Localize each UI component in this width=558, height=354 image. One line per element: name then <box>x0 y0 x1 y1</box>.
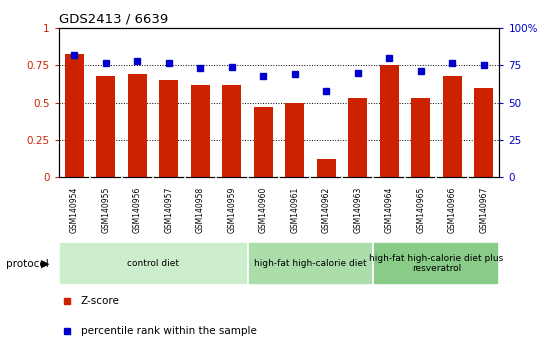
Text: GSM140964: GSM140964 <box>384 187 394 233</box>
Text: GSM140955: GSM140955 <box>102 187 110 233</box>
Bar <box>248 242 373 285</box>
Text: GSM140966: GSM140966 <box>448 187 456 233</box>
Bar <box>222 85 241 177</box>
Text: Z-score: Z-score <box>80 296 119 306</box>
Text: GSM140954: GSM140954 <box>70 187 79 233</box>
Bar <box>474 88 493 177</box>
Bar <box>191 85 210 177</box>
Bar <box>59 242 248 285</box>
Text: GSM140956: GSM140956 <box>133 187 142 233</box>
Text: GSM140967: GSM140967 <box>479 187 488 233</box>
Text: GSM140962: GSM140962 <box>322 187 331 233</box>
Text: GSM140965: GSM140965 <box>416 187 425 233</box>
Bar <box>160 80 178 177</box>
Bar <box>97 76 116 177</box>
Bar <box>348 98 367 177</box>
Text: high-fat high-calorie diet: high-fat high-calorie diet <box>254 259 367 268</box>
Bar <box>373 242 499 285</box>
Bar <box>285 103 304 177</box>
Text: control diet: control diet <box>127 259 179 268</box>
Text: GSM140957: GSM140957 <box>164 187 174 233</box>
Text: GSM140958: GSM140958 <box>196 187 205 233</box>
Text: percentile rank within the sample: percentile rank within the sample <box>80 326 257 336</box>
Bar <box>380 65 398 177</box>
Text: protocol: protocol <box>6 259 49 269</box>
Bar <box>317 159 336 177</box>
Text: GSM140961: GSM140961 <box>290 187 299 233</box>
Text: GDS2413 / 6639: GDS2413 / 6639 <box>59 13 168 26</box>
Bar <box>442 76 461 177</box>
Text: high-fat high-calorie diet plus
resveratrol: high-fat high-calorie diet plus resverat… <box>369 254 503 273</box>
Text: GSM140963: GSM140963 <box>353 187 362 233</box>
Text: ▶: ▶ <box>41 259 49 269</box>
Bar <box>254 107 273 177</box>
Text: GSM140960: GSM140960 <box>259 187 268 233</box>
Text: GSM140959: GSM140959 <box>227 187 236 233</box>
Bar <box>65 53 84 177</box>
Bar <box>128 74 147 177</box>
Bar <box>411 98 430 177</box>
